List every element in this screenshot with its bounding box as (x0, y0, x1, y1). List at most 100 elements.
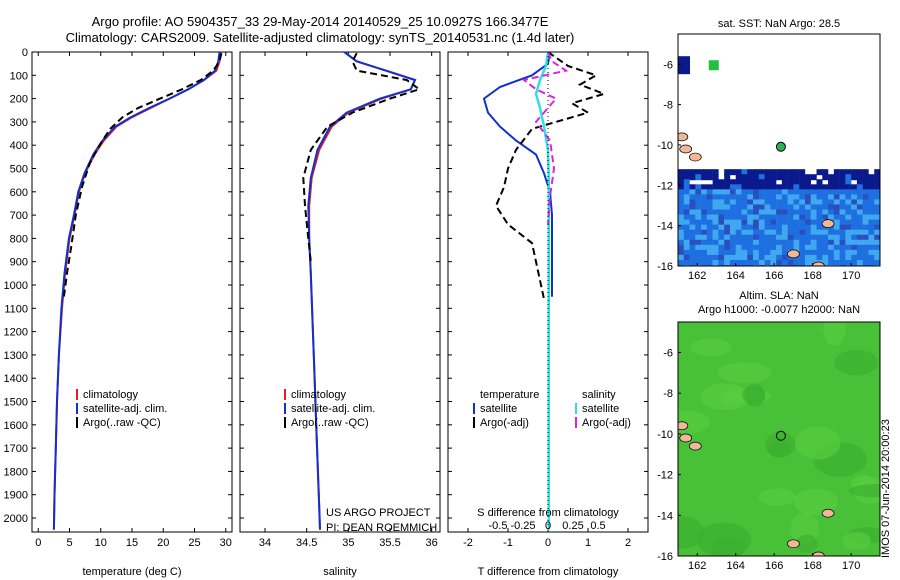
sst-cell (701, 254, 708, 261)
sst-cell (839, 239, 846, 246)
sst-cell (735, 239, 742, 246)
x-tick-label: 0 (545, 537, 551, 549)
y-tick-label: 700 (10, 210, 28, 222)
sst-cell (793, 229, 800, 236)
map-y-tick-label: -8 (663, 388, 673, 400)
sst-cell (799, 214, 806, 221)
y-tick-label: 0 (22, 47, 28, 59)
sst-cell (770, 194, 777, 201)
sst-cell (683, 229, 690, 236)
map-body (678, 322, 880, 556)
sst-cell (810, 254, 817, 261)
sst-cell (856, 209, 863, 216)
sst-cell (804, 249, 811, 256)
sst-cell (851, 249, 858, 256)
sst-cell (851, 189, 858, 196)
sst-cell (753, 219, 760, 226)
sst-cell (770, 239, 777, 246)
sst-cell (701, 214, 708, 221)
sst-cell (701, 264, 708, 266)
map-x-tick-label: 168 (803, 560, 821, 572)
sst-cell (747, 219, 754, 226)
y-tick-label: 100 (10, 70, 28, 82)
sst-cell (683, 169, 690, 176)
sst-cell (701, 199, 708, 206)
sst-cell (753, 244, 760, 251)
sst-cell (828, 174, 835, 181)
sst-cell (683, 209, 690, 216)
sst-cell (874, 184, 880, 191)
sst-cell (833, 229, 840, 236)
map-title: sat. SST: NaN Argo: 28.5 (718, 18, 840, 30)
sst-cell (862, 219, 869, 226)
sst-cell (868, 174, 875, 181)
sst-cell (874, 224, 880, 231)
sst-cell (810, 189, 817, 196)
sst-cell (695, 169, 702, 176)
land-island (821, 508, 835, 518)
sst-cell (758, 224, 765, 231)
sst-cell (804, 214, 811, 221)
sst-cell (706, 219, 713, 226)
sst-cell (799, 184, 806, 191)
sst-cell (678, 194, 684, 201)
sst-cell (862, 239, 869, 246)
sst-cell (678, 184, 684, 191)
x2-tick-label: 0.25 (562, 520, 583, 532)
sst-cell (822, 224, 829, 231)
land-island (787, 249, 800, 259)
sst-cell (758, 229, 765, 236)
sst-cell (706, 264, 713, 266)
sst-cell (718, 194, 725, 201)
sst-cell (735, 214, 742, 221)
land-island (678, 421, 689, 431)
sst-cell (833, 224, 840, 231)
sst-cell (770, 204, 777, 211)
sst-cell (678, 234, 684, 241)
sst-cell (862, 179, 869, 186)
sst-cell (695, 194, 702, 201)
sst-cell (718, 239, 725, 246)
sla-patch (834, 349, 878, 376)
sst-cell (770, 189, 777, 196)
sst-cell (856, 189, 863, 196)
map-x-tick-label: 168 (803, 270, 821, 282)
sst-cell (804, 259, 811, 266)
sst-cell (880, 235, 886, 241)
sst-cell (828, 224, 835, 231)
sst-cell (753, 194, 760, 201)
sst-cell (810, 219, 817, 226)
x2-tick-label: 0 (545, 520, 551, 532)
sst-cell (839, 224, 846, 231)
sst-cell (781, 209, 788, 216)
sst-cell (706, 209, 713, 216)
sst-cell (712, 169, 719, 176)
sst-cell (695, 204, 702, 211)
sla-patch (795, 534, 818, 553)
sst-cell (724, 224, 731, 231)
sst-cell (845, 194, 852, 201)
sst-cell (770, 229, 777, 236)
y-tick-label: 600 (10, 187, 28, 199)
sst-cell (856, 194, 863, 201)
sst-cell (787, 169, 794, 176)
sst-cell (816, 239, 823, 246)
sst-cell (839, 229, 846, 236)
sst-cell (683, 174, 690, 181)
sst-cell (833, 184, 840, 191)
sst-cell (735, 234, 742, 241)
sst-cell (793, 234, 800, 241)
legend-label: satellite (480, 403, 517, 415)
sst-cell (695, 174, 702, 181)
sst-cell (753, 259, 760, 266)
sst-cell (741, 169, 748, 176)
sst-cell (787, 209, 794, 216)
sst-cell (874, 239, 880, 246)
sst-cell (776, 219, 783, 226)
sst-cell (868, 199, 875, 206)
sst-cell (799, 254, 806, 261)
sst-cell (706, 184, 713, 191)
sst-cell (793, 244, 800, 251)
legend-label: Argo(..raw -QC) (291, 417, 369, 429)
